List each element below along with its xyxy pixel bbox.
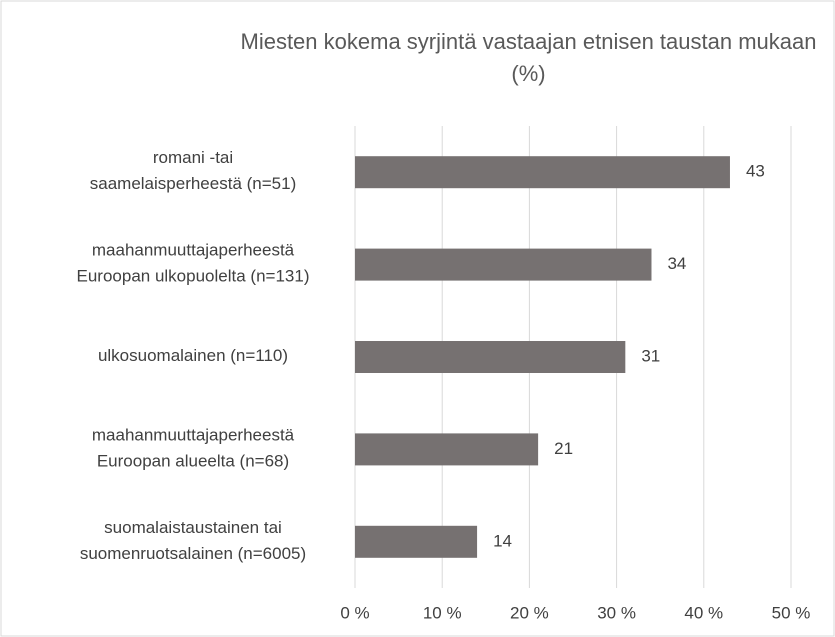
chart-title: Miesten kokema syrjintä vastaajan etnise… (240, 29, 817, 86)
data-label: 31 (641, 346, 660, 365)
y-tick-label: maahanmuuttajaperheestä Euroopan ulkopuol… (77, 241, 310, 286)
data-label: 21 (554, 439, 573, 458)
y-tick-label: maahanmuuttajaperheestä Euroopan alueelta… (92, 426, 295, 471)
data-label: 43 (746, 162, 765, 181)
bar (355, 341, 626, 373)
data-label: 14 (493, 531, 512, 550)
bar (355, 525, 478, 558)
bar (355, 248, 652, 281)
bar (355, 156, 730, 189)
x-tick-label: 40 % (684, 603, 723, 622)
x-tick-label: 10 % (423, 603, 462, 622)
x-tick-label: 30 % (597, 603, 636, 622)
bar (355, 433, 539, 466)
y-tick-label: ulkosuomalainen (n=110) (98, 346, 288, 365)
y-tick-label: suomalaistaustainen tai suomenruotsalaine… (80, 518, 306, 563)
x-tick-label: 50 % (772, 603, 811, 622)
x-tick-label: 20 % (510, 603, 549, 622)
data-label: 34 (667, 254, 686, 273)
y-tick-label: romani -tai saamelaisperheestä (n=51) (90, 149, 296, 194)
x-tick-label: 0 % (340, 603, 369, 622)
